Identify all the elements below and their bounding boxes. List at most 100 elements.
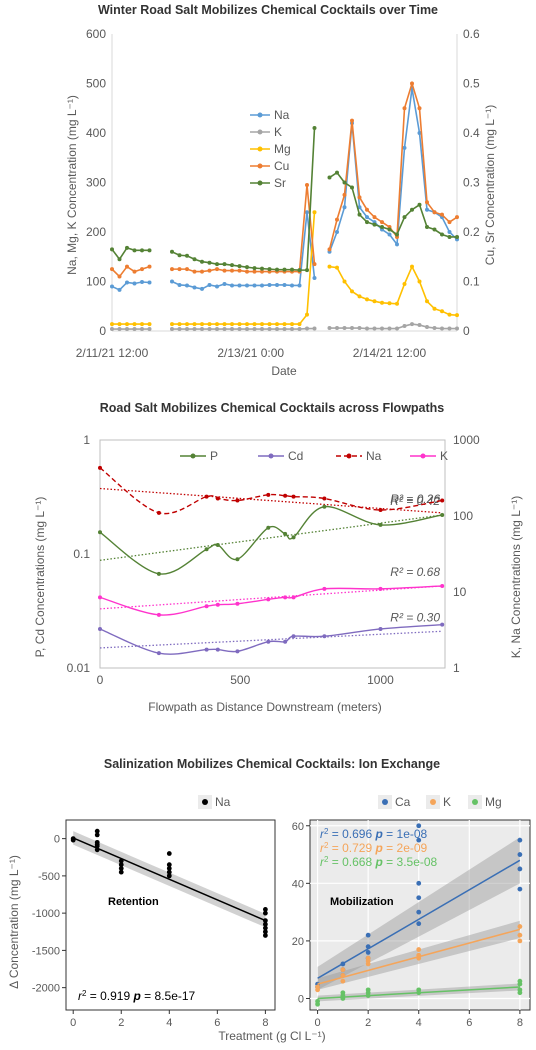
chart-3-legend-label-K: K — [443, 795, 451, 809]
chart-3-y-tick-label: 0 — [54, 834, 60, 846]
chart-3-point-Ca — [365, 950, 371, 955]
chart-3-stat-r2: = 0.696 — [328, 827, 375, 841]
chart-1-series-Na-point — [215, 284, 219, 289]
chart-1-series-Cu-point — [305, 182, 309, 187]
chart-3-point-Na — [118, 869, 124, 875]
chart-2-legend-label-K: K — [440, 449, 448, 463]
chart-1-y-tick-label-right: 0.5 — [463, 77, 480, 91]
chart-2-trendline-P — [99, 514, 443, 561]
chart-1-series-Sr-point — [380, 225, 384, 230]
chart-1-series-Mg-point — [425, 299, 429, 304]
chart-2-legend-label-Na: Na — [366, 449, 382, 463]
chart-3-x-tick-label: 6 — [214, 1017, 220, 1029]
chart-2-series-Na-point — [283, 493, 288, 498]
chart-1-series-K-point — [185, 327, 189, 332]
chart-3-x-axis-label: Treatment (g Cl L⁻¹) — [218, 1029, 325, 1043]
chart-1-series-Sr-point — [237, 264, 242, 269]
chart-2-trendline-Cd — [99, 630, 443, 649]
chart-1-x-axis-label: Date — [271, 364, 297, 378]
chart-3-point-Mg — [517, 987, 523, 993]
chart-1-series-Cu-point — [215, 267, 219, 272]
chart-3-point-K — [517, 938, 523, 944]
chart-1-series-Sr-point — [260, 266, 264, 271]
chart-3-point-Na — [262, 921, 268, 927]
chart-1-series-Mg-point — [387, 301, 392, 306]
chart-1-series-Cu-point — [365, 207, 369, 212]
chart-1-series-K-line — [329, 323, 457, 330]
chart-1-y-axis-label-right: Cu, Sr Concentration (mg L⁻¹) — [483, 105, 497, 265]
chart-2-series-Cd-point — [204, 647, 209, 652]
chart-3-stat-exponent: 2 — [82, 989, 87, 998]
chart-1-series-Cu-point — [237, 268, 242, 273]
chart-1-legend-marker-Mg — [257, 146, 263, 152]
chart-2-trendline-label-K: R² = 0.68 — [390, 565, 440, 579]
chart-1-y-tick-label-right: 0.4 — [463, 126, 480, 140]
chart-1-series-Cu-point — [455, 215, 459, 220]
chart-1-series-Na-point — [305, 210, 309, 215]
chart-1-series-Sr-point — [425, 225, 429, 230]
chart-3-x-tick-label: 8 — [517, 1017, 523, 1029]
chart-1-y-tick-label: 300 — [86, 176, 106, 190]
chart-2-series-K-point — [266, 597, 271, 602]
chart-1-series-Mg-point — [245, 322, 249, 327]
chart-1-series-Sr-point — [372, 222, 377, 227]
chart-1-series-Na-point — [237, 283, 242, 288]
chart-1-y-tick-label-right: 0.2 — [463, 225, 480, 239]
chart-1-series-Sr-point — [395, 232, 399, 237]
chart-2-series-Cd-point — [98, 626, 102, 631]
chart-1-series-K-point — [327, 326, 332, 331]
chart-3-point-Na — [166, 851, 172, 856]
chart-3-point-Na — [94, 842, 100, 847]
chart-1-series-Sr-point — [140, 248, 144, 253]
chart-1-series-Cu-point — [417, 106, 422, 111]
chart-2-series-K-point — [291, 595, 296, 600]
chart-1-series-Cu-point — [260, 269, 264, 274]
chart-1-series-Mg-point — [267, 322, 272, 327]
chart-3: Salinization Mobilizes Chemical Cocktail… — [7, 757, 531, 1043]
chart-3-point-K — [340, 973, 346, 978]
chart-1-y-tick-label-right: 0.6 — [463, 27, 480, 41]
chart-2-series-P-line — [99, 505, 443, 575]
chart-3-y-tick-label: -1000 — [32, 908, 60, 920]
chart-2-series-P-point — [98, 530, 102, 535]
chart-1-series-Cu-point — [447, 220, 452, 225]
chart-1-series-Cu-point — [117, 274, 122, 279]
chart-1-series-Cu-line — [111, 265, 150, 278]
chart-1-series-Sr-point — [365, 220, 369, 225]
chart-1-series-Na-point — [342, 205, 347, 210]
chart-2-series-P-point — [283, 531, 288, 536]
chart-2-series-K-point — [235, 601, 240, 606]
chart-1-x-tick-label: 2/13/21 0:00 — [217, 346, 284, 360]
chart-3-point-Mg — [315, 998, 320, 1004]
chart-1-series-Cu-point — [357, 195, 362, 200]
chart-1-series-Cu-point — [245, 269, 249, 274]
chart-3-point-Na — [70, 837, 76, 843]
chart-1-title: Winter Road Salt Mobilizes Chemical Cock… — [98, 3, 438, 17]
chart-2-trendline-label-Cd: R² = 0.30 — [390, 610, 440, 624]
chart-3-point-K — [416, 952, 422, 958]
chart-2-series-Cd-point — [291, 634, 296, 639]
chart-3-point-Ca — [416, 895, 422, 901]
chart-1-series-K-point — [357, 326, 362, 331]
chart-1-series-K-point — [192, 327, 197, 332]
chart-1-y-tick-label: 100 — [86, 275, 106, 289]
chart-1-series-Sr-point — [402, 215, 407, 220]
chart-2-series-K-point — [283, 595, 288, 600]
chart-3-y-tick-label: -2000 — [32, 983, 60, 995]
chart-3-x-tick-label: 4 — [416, 1017, 422, 1029]
chart-2-series-P-point — [291, 535, 296, 540]
chart-3-stat-p-symbol: p — [375, 855, 383, 869]
chart-3-y-tick-label: 20 — [292, 936, 304, 948]
chart-1-series-Na-point — [132, 281, 137, 286]
chart-1-series-Mg-point — [207, 322, 212, 327]
chart-2-series-Cd-point — [215, 647, 220, 652]
chart-2-trendline-label-P: R² = 0.42 — [390, 494, 440, 508]
chart-1-series-K-point — [215, 327, 219, 332]
chart-1-series-Cu-point — [110, 267, 114, 272]
chart-1-series-Sr-line — [111, 246, 150, 261]
chart-1-series-Mg-point — [365, 297, 369, 302]
chart-3-point-Ca — [416, 823, 422, 829]
chart-2-series-K-point — [98, 595, 102, 600]
chart-2-title: Road Salt Mobilizes Chemical Cocktails a… — [100, 401, 445, 415]
chart-2-series-Na-point — [156, 510, 161, 515]
